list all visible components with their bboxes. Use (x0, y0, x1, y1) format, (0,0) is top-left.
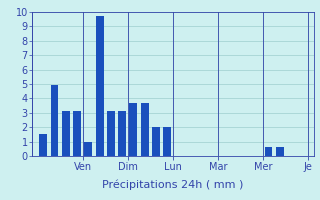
Bar (39, 134, 47, 156)
Bar (73, 111, 81, 156)
Bar (141, 103, 148, 156)
Bar (276, 147, 284, 156)
Bar (118, 111, 126, 156)
Bar (152, 127, 160, 156)
Bar (265, 147, 273, 156)
Bar (51, 85, 59, 156)
X-axis label: Précipitations 24h ( mm ): Précipitations 24h ( mm ) (102, 180, 244, 190)
Bar (129, 103, 137, 156)
Bar (107, 111, 115, 156)
Bar (163, 127, 171, 156)
Bar (84, 142, 92, 156)
Bar (96, 16, 104, 156)
Bar (62, 111, 70, 156)
